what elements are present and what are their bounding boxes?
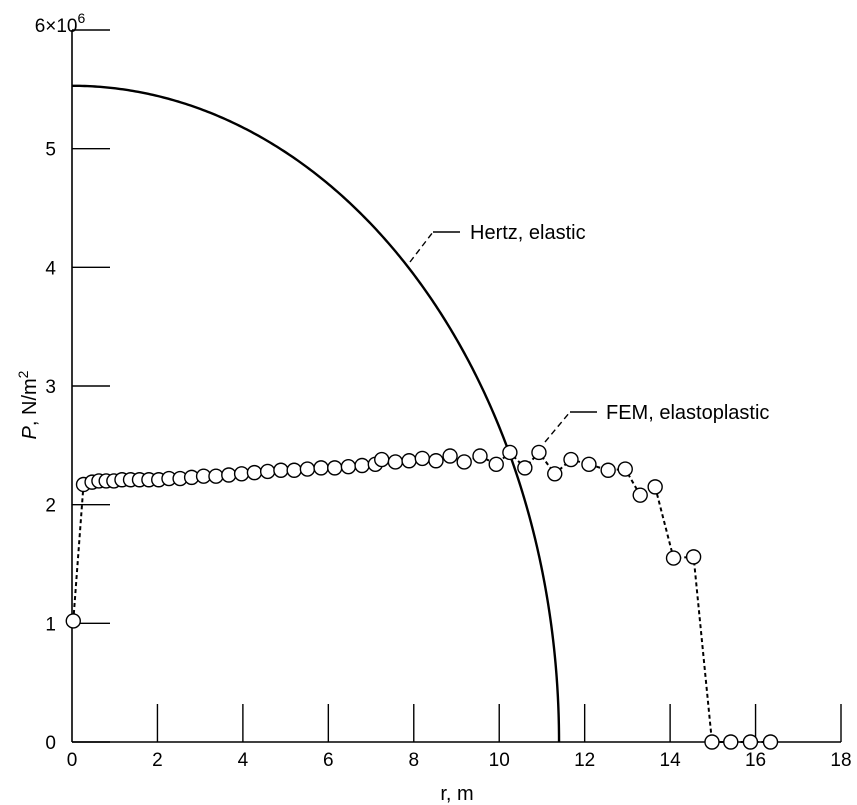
fem-point [617,461,633,477]
y-axis-label-symbol: P [19,425,41,439]
fem-point [632,487,648,503]
fem-point [456,454,472,470]
x-tick-label: 8 [408,750,419,771]
fem-point [327,460,343,476]
fem-point [299,461,316,477]
x-tick-label: 0 [67,750,78,771]
y-axis-label-units: , N/m [19,378,41,426]
y-tick-label: 5 [45,140,56,161]
hertz-series [71,84,561,742]
y-axis-label: P, N/m2 [15,370,41,439]
fem-point [313,460,329,476]
fem-point [742,734,759,750]
y-tick-label: 3 [45,377,56,398]
fem-point [502,444,518,461]
x-tick-label: 14 [660,750,682,771]
x-tick-label: 2 [152,750,163,771]
x-tick-label: 6 [323,750,334,771]
fem-point [762,734,779,750]
fem-point [221,467,237,483]
fem-point [488,456,504,473]
y-multiplier-label: 6×106 [35,10,86,37]
y-axis-label-superscript: 2 [15,370,31,378]
fem-point [233,466,250,482]
fem-point [428,453,444,469]
hertz-annotation: Hertz, elastic [470,222,586,244]
fem-point [246,464,263,481]
fem-annotation-leader [544,411,571,443]
fem-point [547,466,563,482]
fem-point [517,460,533,476]
fem-point [472,448,488,464]
fem-annotation: FEM, elastoplastic [606,402,769,424]
y-tick-label: 2 [45,496,56,517]
fem-point [208,468,224,484]
fem-point [286,462,302,478]
fem-line [72,450,771,743]
hertz-curve [71,84,561,742]
fem-point [581,456,597,473]
hertz-annotation-leader [409,231,434,263]
fem-point [259,463,276,480]
fem-point [563,451,579,468]
fem-point [600,462,616,478]
x-tick-label: 12 [574,750,595,771]
fem-point [665,550,682,566]
y-multiplier-base: 6×10 [35,16,78,37]
fem-point [704,734,720,750]
y-multiplier-exponent: 6 [78,10,86,26]
fem-point [374,451,390,468]
fem-point [387,454,404,470]
fem-point [340,458,357,475]
y-tick-label: 1 [45,614,56,635]
fem-series [65,444,779,750]
x-tick-label: 16 [745,750,766,771]
fem-point [723,734,739,750]
fem-point [685,549,702,565]
x-tick-label: 18 [830,750,851,771]
fem-point [401,453,417,469]
fem-point [442,448,458,464]
fem-point [273,462,289,478]
fem-point [414,450,431,467]
x-tick-label: 10 [489,750,510,771]
x-axis-label: r, m [440,783,473,805]
annotations: Hertz, elastic FEM, elastoplastic [409,222,769,443]
fem-point [65,613,81,629]
fem-point [354,457,370,474]
y-tick-label: 0 [45,733,56,754]
fem-point [647,479,663,495]
y-tick-label: 4 [45,258,56,279]
x-tick-label: 4 [238,750,249,771]
fem-point [531,444,547,461]
